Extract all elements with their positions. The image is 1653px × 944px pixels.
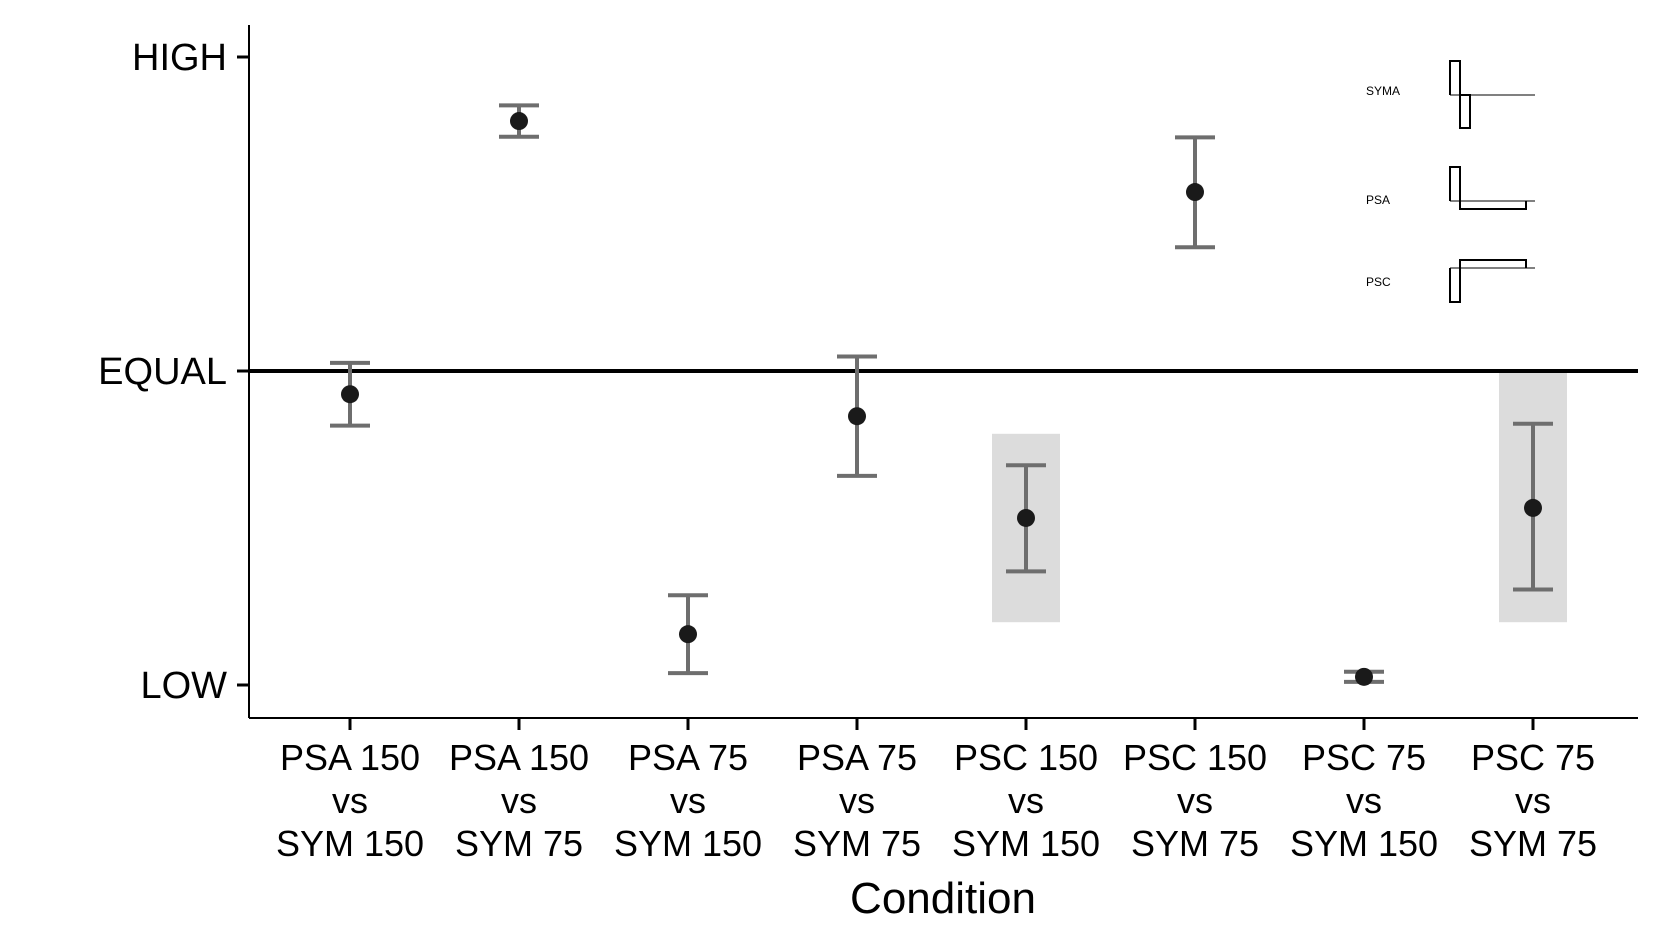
error-bars [330, 103, 1553, 684]
x-tick-label: vs [1346, 780, 1382, 821]
inset-label-syma: SYMA [1366, 84, 1400, 98]
inset-label-psa: PSA [1366, 193, 1390, 207]
x-tick-label: PSC 75 [1302, 737, 1426, 778]
x-tick-label: vs [332, 780, 368, 821]
psc-waveform-icon [1449, 259, 1527, 303]
inset-legend: SYMA PSA PSC [1366, 60, 1535, 303]
x-tick-label: vs [670, 780, 706, 821]
data-point [679, 625, 697, 644]
data-point [848, 407, 866, 426]
x-tick-label: PSA 150 [280, 737, 420, 778]
x-tick-label: SYM 75 [1131, 823, 1259, 864]
psa-waveform-icon [1449, 166, 1527, 210]
x-tick-label: vs [1515, 780, 1551, 821]
data-point [1355, 667, 1373, 686]
x-tick-label: vs [1177, 780, 1213, 821]
x-tick-label: SYM 75 [793, 823, 921, 864]
data-point [510, 112, 528, 131]
x-tick-label: PSA 150 [449, 737, 589, 778]
x-tick-label: SYM 150 [614, 823, 762, 864]
x-tick-label: SYM 150 [952, 823, 1100, 864]
highlight-bands [992, 371, 1567, 623]
x-tick-label: PSC 150 [954, 737, 1098, 778]
x-tick-label: PSC 150 [1123, 737, 1267, 778]
x-tick-label: vs [839, 780, 875, 821]
x-tick-label: vs [1008, 780, 1044, 821]
data-point [1017, 508, 1035, 527]
x-tick-label: PSA 75 [628, 737, 748, 778]
y-tick-label: EQUAL [98, 351, 227, 393]
inset-label-psc: PSC [1366, 275, 1391, 289]
x-axis-title: Condition [850, 874, 1036, 923]
x-tick-label: SYM 150 [1290, 823, 1438, 864]
y-tick-label: HIGH [132, 37, 227, 79]
x-tick-label: PSC 75 [1471, 737, 1595, 778]
data-point [1186, 183, 1204, 202]
x-tick-label: SYM 150 [276, 823, 424, 864]
x-tick-label: vs [501, 780, 537, 821]
x-tick-label: PSA 75 [797, 737, 917, 778]
data-point [1524, 498, 1542, 517]
data-point [341, 385, 359, 404]
data-points [341, 112, 1542, 686]
y-ticks: LOW EQUAL HIGH [98, 37, 249, 707]
x-tick-label: SYM 75 [455, 823, 583, 864]
y-tick-label: LOW [140, 665, 227, 707]
x-tick-label: SYM 75 [1469, 823, 1597, 864]
